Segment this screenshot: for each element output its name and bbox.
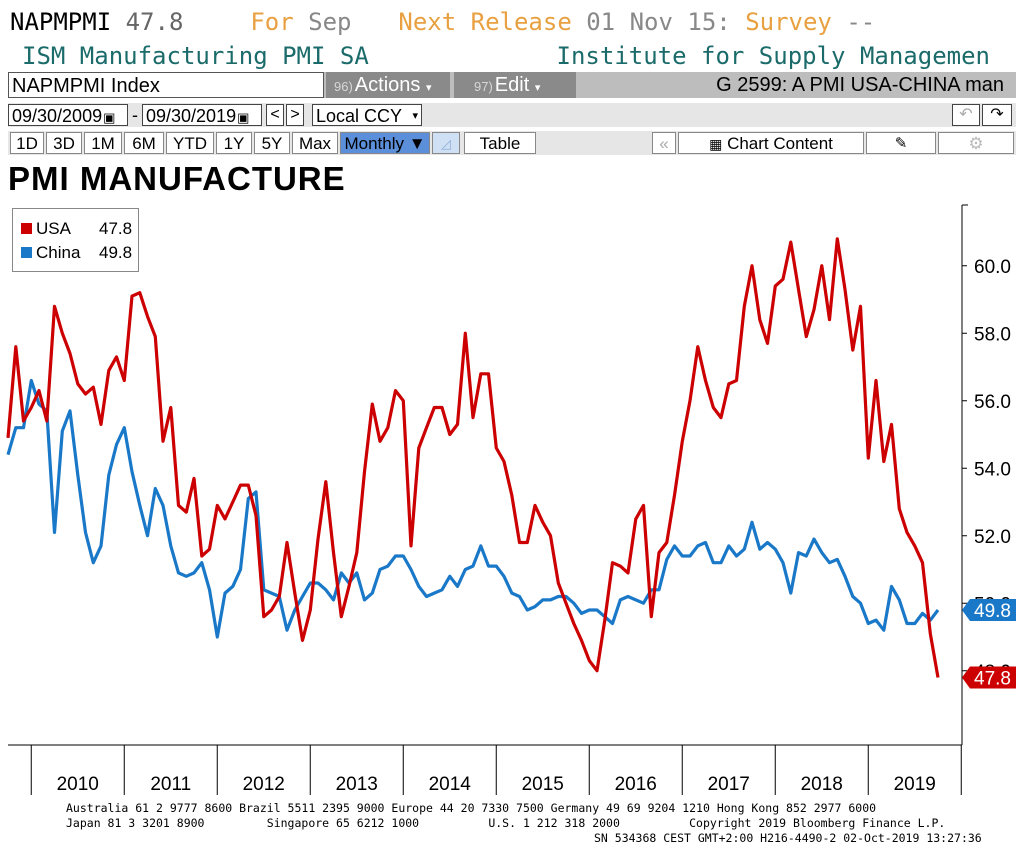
- period-3d[interactable]: 3D: [46, 132, 82, 154]
- x-tick-label: 2018: [801, 774, 843, 795]
- x-tick-label: 2013: [336, 774, 378, 795]
- usa-series-line: [6, 237, 940, 678]
- redo-icon[interactable]: ↷: [982, 104, 1012, 126]
- y-tick-label: 60.0: [974, 257, 1011, 278]
- chart-type-icon[interactable]: ◿: [432, 132, 460, 154]
- start-date-field[interactable]: 09/30/2009▣: [8, 104, 128, 126]
- y-tick-label: 58.0: [974, 324, 1011, 345]
- chevron-down-icon: ▾: [412, 110, 418, 122]
- chevron-down-icon: ▾: [425, 82, 432, 94]
- security-header: NAPMPMI 47.8 For Sep Next Release 01 Nov…: [10, 8, 875, 36]
- for-label: For: [250, 8, 294, 36]
- footer-session: SN 534368 CEST GMT+2:00 H216-4490-2 02-O…: [594, 831, 982, 845]
- period-6m[interactable]: 6M: [124, 132, 164, 154]
- actions-label: Actions: [354, 74, 421, 96]
- last-value: 47.8: [125, 8, 184, 36]
- china-last-value-tag-text: 49.8: [974, 601, 1011, 622]
- x-tick-label: 2015: [522, 774, 564, 795]
- china-swatch: [21, 247, 32, 258]
- ticker: NAPMPMI: [10, 8, 112, 36]
- usa-last-value-tag: 47.8: [962, 666, 1016, 690]
- frequency-value: Monthly: [344, 134, 404, 153]
- date-dash: -: [132, 105, 138, 125]
- legend-usa-name: USA: [36, 219, 71, 238]
- china-last-value-tag-bg: [962, 599, 1016, 621]
- start-date: 09/30/2009: [12, 106, 103, 126]
- y-tick-label: 52.0: [974, 527, 1011, 548]
- calendar-icon[interactable]: ▣: [237, 110, 250, 125]
- x-tick-label: 2011: [150, 774, 191, 795]
- security-description: ISM Manufacturing PMI SA: [22, 42, 369, 70]
- period-bar: 1D 3D 1M 6M YTD 1Y 5Y Max Monthly ▼ ◿ Ta…: [8, 131, 1016, 155]
- actions-shortcut: 96): [334, 79, 353, 94]
- actions-menu[interactable]: 96) Actions ▾: [326, 72, 450, 98]
- period-1y[interactable]: 1Y: [216, 132, 252, 154]
- period-1m[interactable]: 1M: [84, 132, 122, 154]
- survey-value: --: [846, 8, 876, 36]
- chart-legend: USA 47.8 China 49.8: [12, 208, 139, 272]
- usa-last-value-tag-text: 47.8: [974, 669, 1011, 690]
- next-release-date: 01 Nov 15:: [586, 8, 731, 36]
- edit-label: Edit: [494, 74, 530, 96]
- table-button[interactable]: Table: [464, 132, 536, 154]
- edit-menu[interactable]: 97) Edit ▾: [454, 72, 576, 98]
- survey-label: Survey: [745, 8, 832, 36]
- chevron-down-icon: ▾: [534, 82, 541, 94]
- period-max[interactable]: Max: [292, 132, 338, 154]
- legend-usa-value: 47.8: [99, 219, 133, 238]
- footer-contacts-2: Japan 81 3 3201 8900 Singapore 65 6212 1…: [66, 816, 946, 830]
- end-date: 09/30/2019: [146, 106, 237, 126]
- currency-select[interactable]: Local CCY ▾: [312, 104, 422, 126]
- legend-item-usa: USA 47.8: [21, 219, 132, 239]
- usa-swatch: [21, 223, 32, 234]
- chart-content-button[interactable]: ▦ Chart Content: [678, 132, 864, 154]
- edit-shortcut: 97): [474, 79, 493, 94]
- chart-title: PMI MANUFACTURE: [8, 160, 346, 197]
- period-value: Sep: [308, 8, 352, 36]
- chart-content-icon: ▦: [709, 136, 723, 152]
- date-range-bar: 09/30/2009▣ - 09/30/2019▣ < > Local CCY …: [8, 103, 1016, 127]
- x-tick-label: 2017: [708, 774, 750, 795]
- caret-down-icon: ▼: [408, 134, 426, 153]
- y-tick-label: 56.0: [974, 392, 1011, 413]
- frequency-select[interactable]: Monthly ▼: [340, 132, 430, 154]
- period-ytd[interactable]: YTD: [166, 132, 214, 154]
- data-source: Institute for Supply Managemen: [556, 42, 990, 70]
- period-1d[interactable]: 1D: [10, 132, 44, 154]
- x-tick-label: 2014: [429, 774, 472, 795]
- next-release-label: Next Release: [398, 8, 572, 36]
- china-series-line: [6, 378, 940, 639]
- x-tick-label: 2016: [615, 774, 657, 795]
- currency-value: Local CCY: [316, 106, 403, 126]
- undo-icon[interactable]: ↶: [952, 104, 980, 126]
- chart-content-label: Chart Content: [727, 134, 833, 153]
- period-5y[interactable]: 5Y: [254, 132, 290, 154]
- end-date-field[interactable]: 09/30/2019▣: [142, 104, 262, 126]
- legend-china-name: China: [36, 243, 81, 262]
- x-tick-label: 2019: [894, 774, 936, 795]
- calendar-icon[interactable]: ▣: [103, 110, 116, 125]
- y-tick-label: 54.0: [974, 459, 1011, 480]
- next-period-button[interactable]: >: [286, 104, 304, 126]
- china-last-value-tag: 49.8: [962, 599, 1016, 622]
- chart-name: G 2599: A PMI USA-CHINA man: [716, 74, 1004, 96]
- footer-contacts-1: Australia 61 2 9777 8600 Brazil 5511 239…: [66, 801, 877, 815]
- annotate-icon[interactable]: ✎: [866, 132, 936, 154]
- usa-last-value-tag-bg: [962, 666, 1016, 689]
- legend-item-china: China 49.8: [21, 243, 132, 263]
- x-tick-label: 2010: [57, 774, 99, 795]
- prev-period-button[interactable]: <: [266, 104, 284, 126]
- collapse-icon[interactable]: «: [652, 132, 676, 154]
- x-tick-label: 2012: [243, 774, 285, 795]
- command-toolbar: NAPMPMI Index 96) Actions ▾ 97) Edit ▾ G 2…: [8, 72, 1016, 98]
- legend-china-value: 49.8: [99, 243, 133, 262]
- security-field[interactable]: NAPMPMI Index: [8, 72, 324, 98]
- settings-icon[interactable]: ⚙: [938, 132, 1014, 154]
